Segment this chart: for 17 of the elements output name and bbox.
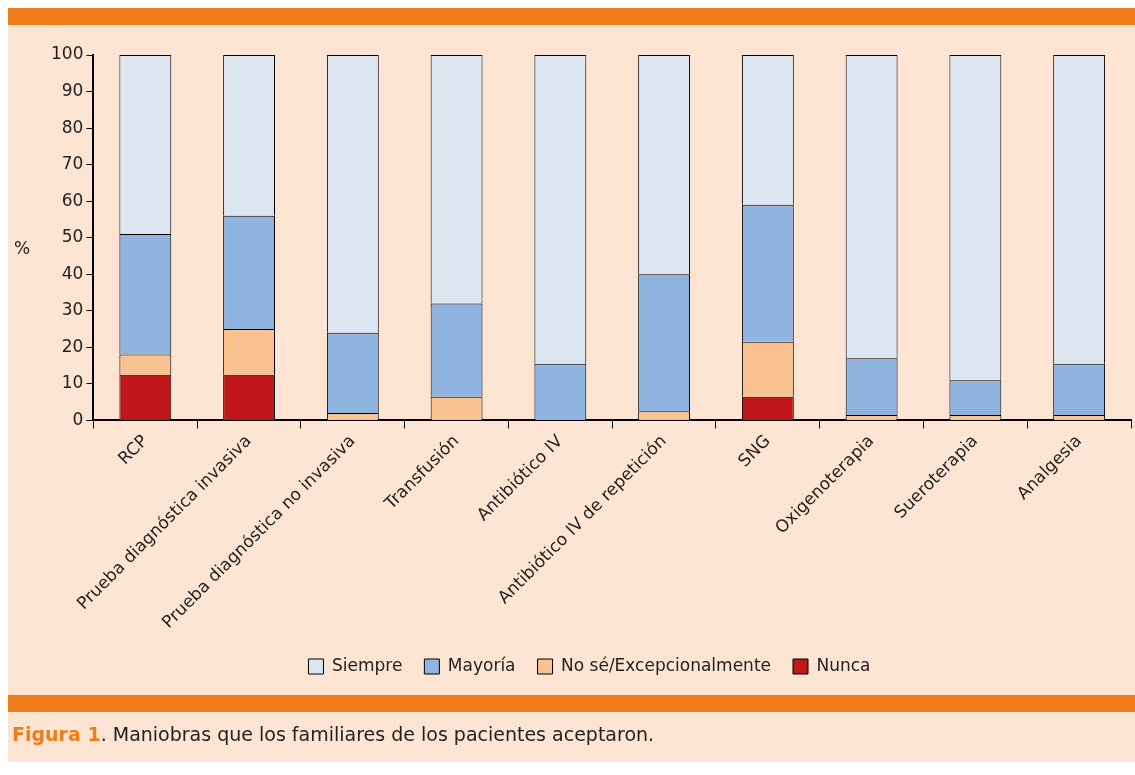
y-tick-label: 40 xyxy=(61,262,84,283)
y-tick-label: 20 xyxy=(61,335,84,356)
text: Figura 1. Maniobras que los familiares de los pacientes aceptaron. xyxy=(12,723,655,745)
y-tick-label: 0 xyxy=(72,408,84,429)
y-tick-label: 70 xyxy=(61,153,84,174)
legend-label: Mayoría xyxy=(447,654,516,675)
y-tick-label: 80 xyxy=(61,116,84,137)
y-tick-label: 50 xyxy=(61,226,84,247)
legend-label: Siempre xyxy=(331,654,403,675)
y-tick-label: 60 xyxy=(61,189,84,210)
y-tick-label: 90 xyxy=(61,79,84,100)
y-axis-title: % xyxy=(14,238,31,259)
y-tick-label: 10 xyxy=(61,372,84,393)
legend-label: No sé/Excepcionalmente xyxy=(561,654,772,675)
legend-label: Nunca xyxy=(816,654,871,675)
y-tick-label: 100 xyxy=(50,43,84,64)
y-tick-label: 30 xyxy=(61,299,84,320)
